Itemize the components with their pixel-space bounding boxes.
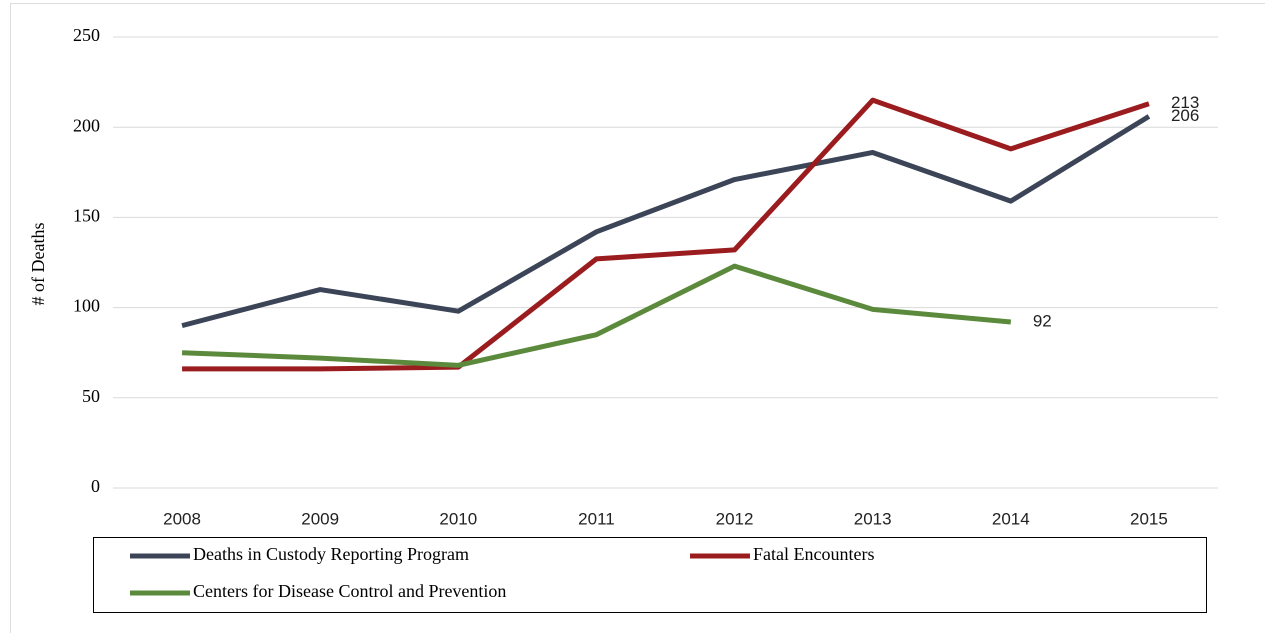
frame bbox=[10, 3, 1265, 633]
y-tick-label: 250 bbox=[73, 25, 100, 45]
legend-box bbox=[93, 537, 1207, 613]
data-label: 92 bbox=[1033, 312, 1052, 331]
y-tick-label: 0 bbox=[91, 476, 100, 496]
series-line bbox=[181, 114, 1151, 329]
x-tick-label: 2012 bbox=[716, 509, 754, 528]
y-tick-label: 100 bbox=[73, 296, 100, 316]
legend-label: Deaths in Custody Reporting Program bbox=[193, 544, 469, 564]
x-tick-label: 2008 bbox=[163, 509, 201, 528]
x-tick-label: 2013 bbox=[854, 509, 892, 528]
x-tick-label: 2015 bbox=[1130, 509, 1168, 528]
y-tick-label: 50 bbox=[82, 386, 100, 406]
x-tick-label: 2010 bbox=[439, 509, 477, 528]
series-line bbox=[182, 97, 1150, 372]
y-tick-label: 200 bbox=[73, 115, 100, 135]
x-tick-label: 2009 bbox=[301, 509, 339, 528]
legend-label: Fatal Encounters bbox=[753, 544, 874, 564]
data-label: 206 bbox=[1171, 106, 1199, 125]
y-tick-label: 150 bbox=[73, 206, 100, 226]
legend-label: Centers for Disease Control and Preventi… bbox=[193, 581, 506, 601]
x-tick-label: 2014 bbox=[992, 509, 1030, 528]
series-line bbox=[181, 263, 1012, 368]
y-axis-title: # of Deaths bbox=[28, 223, 48, 306]
data-label: 213 bbox=[1171, 93, 1199, 112]
x-tick-label: 2011 bbox=[578, 509, 615, 528]
